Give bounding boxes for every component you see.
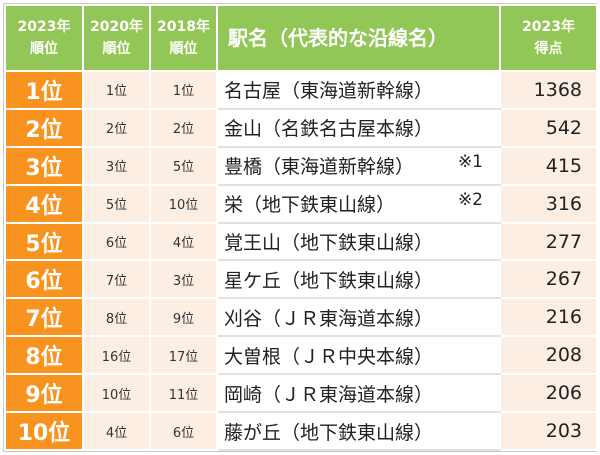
rank-2020-cell: 2位 [82, 107, 151, 148]
table-body: 1位 1位 1位 名古屋（東海道新幹線） 1368 2位 2位 2位 金山（名鉄名古屋本線） 54… [4, 70, 598, 451]
rank-cell: 1位 [4, 70, 84, 110]
score-cell: 267 [499, 259, 598, 300]
score-cell: 206 [499, 373, 598, 414]
rank-2018-cell: 5位 [149, 145, 218, 186]
header-text: 駅名（代表的な沿線名） [228, 26, 448, 50]
rank-2018-cell: 10位 [149, 183, 218, 224]
station-name: 覚王山（地下鉄東山線） [224, 232, 434, 254]
rank-2018-cell: 11位 [149, 373, 218, 414]
station-name: 岡崎（ＪＲ東海道本線） [224, 383, 434, 406]
station-cell: ※1 豊橋（東海道新幹線） [216, 145, 501, 186]
station-cell: 星ケ丘（地下鉄東山線） [216, 259, 501, 300]
rank-cell: 9位 [4, 373, 84, 414]
station-name: 星ケ丘（地下鉄東山線） [224, 269, 434, 292]
station-cell: ※2 栄（地下鉄東山線） [216, 183, 501, 224]
header-cell: 駅名（代表的な沿線名） [216, 4, 501, 72]
header-text: 2018年 [157, 19, 210, 35]
rank-2020-cell: 8位 [82, 297, 151, 338]
station-cell: 刈谷（ＪＲ東海道本線） [216, 297, 501, 338]
header-text: 得点 [534, 41, 563, 57]
table-row: 4位 5位 10位 ※2 栄（地下鉄東山線） 316 [4, 183, 598, 224]
rank-2020-cell: 16位 [82, 335, 151, 376]
rank-cell: 6位 [4, 259, 84, 300]
rank-2020-cell: 10位 [82, 373, 151, 414]
rank-cell: 10位 [4, 411, 84, 451]
station-cell: 名古屋（東海道新幹線） [216, 70, 501, 110]
rank-2020-cell: 3位 [82, 145, 151, 186]
rank-cell: 2位 [4, 107, 84, 148]
rank-2018-cell: 9位 [149, 297, 218, 338]
header-text: 順位 [169, 41, 198, 57]
table-row: 1位 1位 1位 名古屋（東海道新幹線） 1368 [4, 70, 598, 110]
score-cell: 216 [499, 297, 598, 338]
header-cell: 2018年順位 [149, 4, 218, 72]
score-cell: 277 [499, 221, 598, 262]
table-row: 10位 4位 6位 藤が丘（地下鉄東山線） 203 [4, 411, 598, 451]
rank-2020-cell: 4位 [82, 411, 151, 451]
score-cell: 203 [499, 411, 598, 451]
table-row: 6位 7位 3位 星ケ丘（地下鉄東山線） 267 [4, 259, 598, 300]
table-row: 8位 16位 17位 大曽根（ＪＲ中央本線） 208 [4, 335, 598, 376]
station-name: 栄（地下鉄東山線） [224, 194, 396, 217]
header-row: 2023年 順位 2020年 順位 2018年 順位 駅名（代表的な沿線名） 2023年 得点 [4, 4, 598, 72]
table-row: 7位 8位 9位 刈谷（ＪＲ東海道本線） 216 [4, 297, 598, 338]
station-name: 豊橋（東海道新幹線） [224, 156, 415, 179]
rank-2020-cell: 5位 [82, 183, 151, 224]
header-text: 2023年 [522, 19, 575, 35]
table-row: 2位 2位 2位 金山（名鉄名古屋本線） 542 [4, 107, 598, 148]
table-row: 9位 10位 11位 岡崎（ＪＲ東海道本線） 206 [4, 373, 598, 414]
header-cell: 2020年順位 [82, 4, 151, 72]
rank-2018-cell: 4位 [149, 221, 218, 262]
rank-cell: 8位 [4, 335, 84, 376]
header-cell: 2023年順位 [4, 4, 84, 72]
station-name: 名古屋（東海道新幹線） [224, 80, 434, 103]
note: ※2 [457, 190, 483, 211]
table-frame: 2023年 順位 2020年 順位 2018年 順位 駅名（代表的な沿線名） 2023年 得点 … [3, 3, 598, 452]
table-row: 5位 6位 4位 覚王山（地下鉄東山線） 277 [4, 221, 598, 262]
table-row: 3位 3位 5位 ※1 豊橋（東海道新幹線） 415 [4, 145, 598, 186]
rank-cell: 5位 [4, 221, 84, 262]
rank-2018-cell: 3位 [149, 259, 218, 300]
rank-2018-cell: 17位 [149, 335, 218, 376]
rank-cell: 4位 [4, 183, 84, 224]
station-name: 藤が丘（地下鉄東山線） [224, 421, 434, 444]
rank-2018-cell: 1位 [149, 70, 218, 110]
station-name: 刈谷（ＪＲ東海道本線） [224, 307, 434, 330]
score-cell: 542 [499, 107, 598, 148]
rank-2018-cell: 2位 [149, 107, 218, 148]
station-cell: 藤が丘（地下鉄東山線） [216, 411, 501, 451]
score-cell: 208 [499, 335, 598, 376]
rank-cell: 3位 [4, 145, 84, 186]
score-cell: 316 [499, 183, 598, 224]
station-name: 大曽根（ＪＲ中央本線） [224, 345, 434, 368]
header-text: 順位 [102, 41, 131, 57]
ranking-table: 2023年 順位 2020年 順位 2018年 順位 駅名（代表的な沿線名） 2023年 得点 … [4, 4, 598, 451]
header-text: 順位 [30, 41, 58, 57]
score-cell: 415 [499, 145, 598, 186]
score-cell: 1368 [499, 70, 598, 110]
rank-2020-cell: 1位 [82, 70, 151, 110]
station-cell: 金山（名鉄名古屋本線） [216, 107, 501, 148]
header-cell: 2023年得点 [499, 4, 598, 72]
station-cell: 覚王山（地下鉄東山線） [216, 221, 501, 262]
header-text: 2020年 [90, 19, 143, 35]
station-name: 金山（名鉄名古屋本線） [224, 118, 434, 141]
station-cell: 大曽根（ＪＲ中央本線） [216, 335, 501, 376]
rank-2020-cell: 6位 [82, 221, 151, 262]
header-text: 2023年 [17, 19, 71, 35]
note: ※1 [457, 152, 483, 173]
station-cell: 岡崎（ＪＲ東海道本線） [216, 373, 501, 414]
rank-2020-cell: 7位 [82, 259, 151, 300]
rank-cell: 7位 [4, 297, 84, 338]
rank-2018-cell: 6位 [149, 411, 218, 451]
